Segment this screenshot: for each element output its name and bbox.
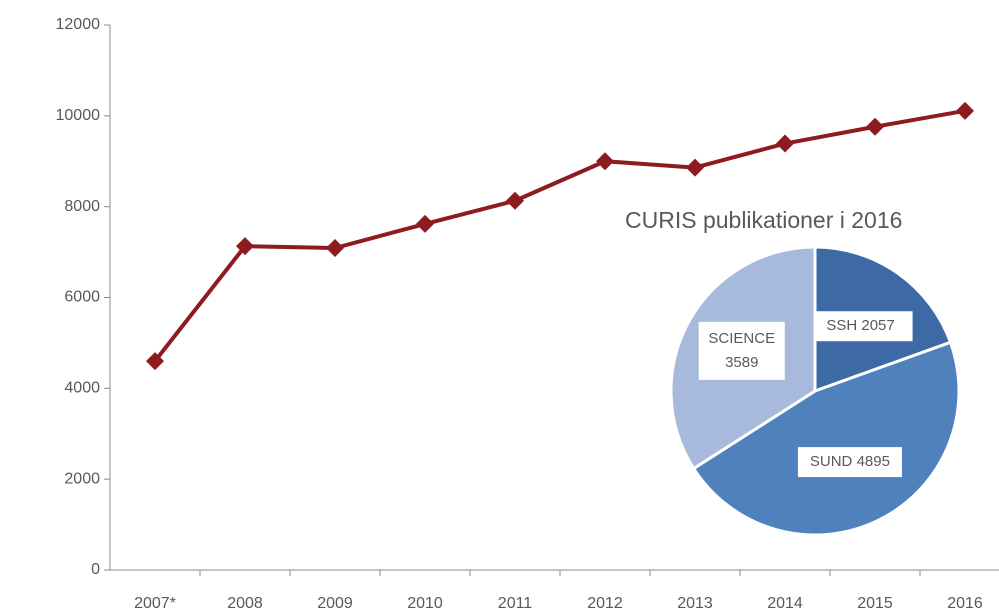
data-line [153, 108, 966, 363]
pie-label: SUND 4895 [810, 453, 890, 470]
pie-label-value: 3589 [725, 354, 758, 371]
y-tick-label: 2000 [64, 470, 100, 487]
pie-label-value: 2057 [861, 317, 894, 334]
y-tick-label: 12000 [56, 16, 101, 33]
y-tick-label: 8000 [64, 198, 100, 215]
y-tick-label: 10000 [56, 107, 101, 124]
x-tick-label: 2016 [947, 595, 983, 610]
x-tick-label: 2015 [857, 595, 893, 610]
data-point [866, 117, 884, 136]
data-point [596, 152, 614, 171]
x-tick-label: 2014 [767, 595, 803, 610]
pie-label-box [808, 311, 913, 342]
data-point [326, 238, 344, 257]
data-point [686, 158, 704, 177]
x-tick-label: 2011 [498, 595, 533, 610]
x-tick-label: 2009 [317, 595, 353, 610]
pie-label-box [797, 447, 902, 478]
pie-label-value: 4895 [857, 453, 890, 470]
pie-label: SCIENCE 3589 [708, 330, 775, 371]
y-tick-label: 0 [91, 561, 100, 578]
x-tick-label: 2008 [227, 595, 263, 610]
y-tick-label: 4000 [64, 380, 100, 397]
data-point [416, 214, 434, 233]
pie-label-name: SUND [810, 453, 853, 470]
y-tick-label: 6000 [64, 289, 100, 306]
x-tick-label: 2007* [134, 595, 176, 610]
data-point [956, 101, 974, 120]
pie-label-box [698, 321, 785, 380]
pie-title: CURIS publikationer i 2016 [625, 207, 902, 233]
data-point [506, 191, 524, 210]
pie-slice [691, 340, 961, 537]
pie-label: SSH 2057 [826, 317, 894, 334]
x-tick-label: 2012 [587, 595, 623, 610]
data-point [146, 352, 164, 371]
data-point [776, 134, 794, 153]
pie-label-name: SCIENCE [708, 330, 775, 347]
data-point [236, 237, 254, 256]
x-tick-label: 2013 [677, 595, 713, 610]
x-tick-label: 2010 [407, 595, 443, 610]
pie-label-name: SSH [826, 317, 857, 334]
